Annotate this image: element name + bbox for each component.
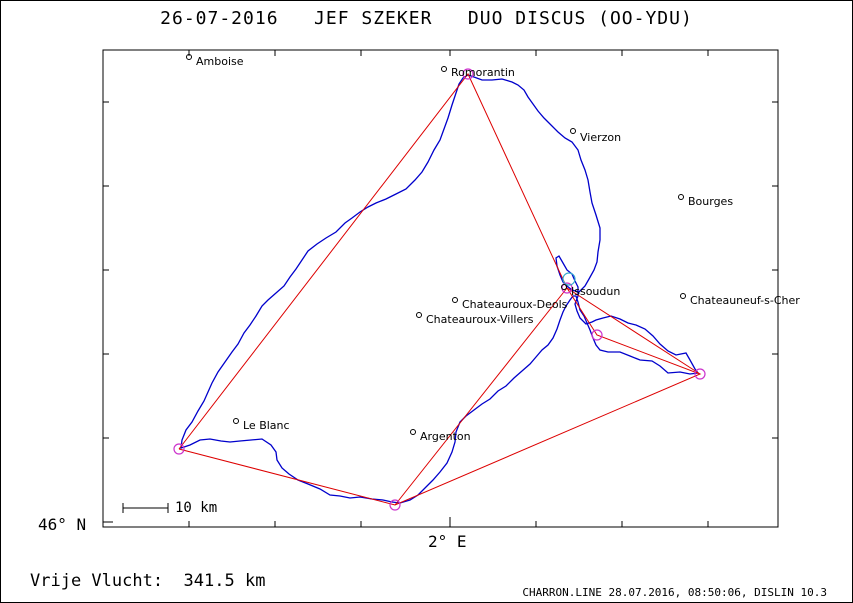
x-ticks xyxy=(188,50,709,527)
town-dot xyxy=(678,194,684,200)
footer-info: CHARRON.LINE 28.07.2016, 08:50:06, DISLI… xyxy=(522,586,827,599)
town-dot xyxy=(441,66,447,72)
turnpoints xyxy=(173,68,706,511)
town-label: Vierzon xyxy=(580,131,621,144)
town-label: Chateauneuf-s-Cher xyxy=(690,294,800,307)
town-label: Bourges xyxy=(688,195,733,208)
page-title: 26-07-2016 JEF SZEKER DUO DISCUS (OO-YDU… xyxy=(160,8,693,29)
town-dot xyxy=(186,54,192,60)
town-dot xyxy=(570,128,576,134)
turnpoint-marker xyxy=(694,368,706,380)
town-dot xyxy=(561,284,567,290)
y-ticks xyxy=(103,101,778,523)
town-dot xyxy=(680,293,686,299)
town-label: Romorantin xyxy=(451,66,515,79)
town-dot xyxy=(410,429,416,435)
scale-bar-label: 10 km xyxy=(175,500,218,516)
town-labels: Amboise Romorantin Vierzon Bourges Issou… xyxy=(196,55,800,443)
town-dot xyxy=(416,312,422,318)
town-label: Le Blanc xyxy=(243,419,290,432)
map-border xyxy=(102,49,779,528)
town-label: Chateauroux-Villers xyxy=(426,313,534,326)
town-label: Argenton xyxy=(420,430,471,443)
flight-distance: Vrije Vlucht: 341.5 km xyxy=(30,571,265,591)
longitude-label: 2° E xyxy=(428,532,467,551)
latitude-label: 46° N xyxy=(38,515,87,534)
turnpoint-marker xyxy=(389,499,401,511)
turnpoint-marker xyxy=(462,68,474,80)
town-dot xyxy=(452,297,458,303)
town-dot xyxy=(233,418,239,424)
distance-value: 341.5 km xyxy=(183,571,266,591)
town-label: Amboise xyxy=(196,55,244,68)
scale-bar xyxy=(122,503,169,513)
distance-label: Vrije Vlucht: xyxy=(30,571,164,591)
town-label: Issoudun xyxy=(571,285,620,298)
task-lines xyxy=(178,73,702,506)
start-marker xyxy=(562,272,576,286)
turnpoint-marker xyxy=(591,329,603,341)
towns xyxy=(186,54,686,435)
turnpoint-marker xyxy=(173,443,185,455)
town-label: Chateauroux-Deols xyxy=(462,298,568,311)
flight-track xyxy=(180,74,700,504)
